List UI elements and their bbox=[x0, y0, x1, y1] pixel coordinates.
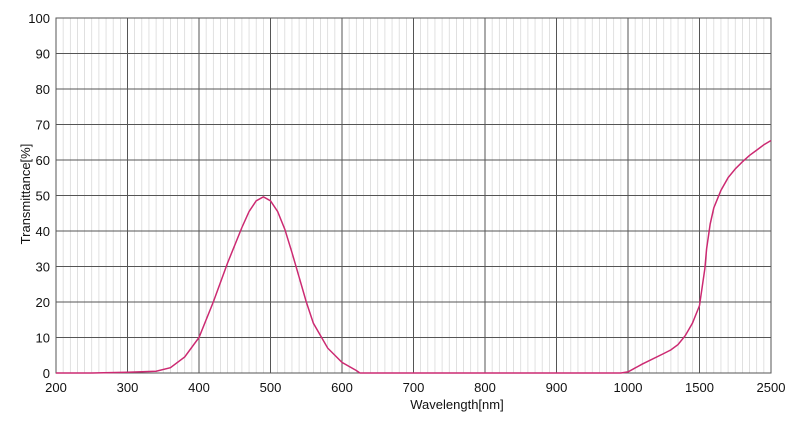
y-tick-label: 40 bbox=[36, 224, 50, 239]
x-tick-label: 400 bbox=[188, 380, 210, 395]
x-tick-label: 800 bbox=[474, 380, 496, 395]
x-axis-title: Wavelength[nm] bbox=[410, 397, 503, 412]
y-tick-label: 0 bbox=[43, 366, 50, 381]
y-tick-label: 50 bbox=[36, 189, 50, 204]
y-tick-label: 100 bbox=[28, 11, 50, 26]
tick-labels: 0 10 20 30 40 50 60 70 80 90 100 200 300 400 500 600 700… bbox=[28, 11, 785, 395]
y-tick-label: 90 bbox=[36, 47, 50, 62]
x-tick-label: 700 bbox=[403, 380, 425, 395]
y-tick-label: 70 bbox=[36, 118, 50, 133]
x-tick-label: 1500 bbox=[685, 380, 714, 395]
transmittance-series-line bbox=[56, 139, 772, 374]
x-tick-label: 600 bbox=[331, 380, 353, 395]
y-tick-label: 20 bbox=[36, 295, 50, 310]
x-tick-label: 500 bbox=[260, 380, 282, 395]
grid bbox=[56, 18, 771, 373]
y-axis-title: Transmittance[%] bbox=[18, 144, 33, 245]
y-tick-label: 60 bbox=[36, 153, 50, 168]
y-tick-label: 10 bbox=[36, 331, 50, 346]
x-tick-label: 300 bbox=[117, 380, 139, 395]
x-tick-label: 2500 bbox=[757, 380, 786, 395]
x-tick-label: 1000 bbox=[614, 380, 643, 395]
x-tick-label: 200 bbox=[45, 380, 67, 395]
x-tick-label: 900 bbox=[546, 380, 568, 395]
y-tick-label: 30 bbox=[36, 260, 50, 275]
y-tick-label: 80 bbox=[36, 82, 50, 97]
